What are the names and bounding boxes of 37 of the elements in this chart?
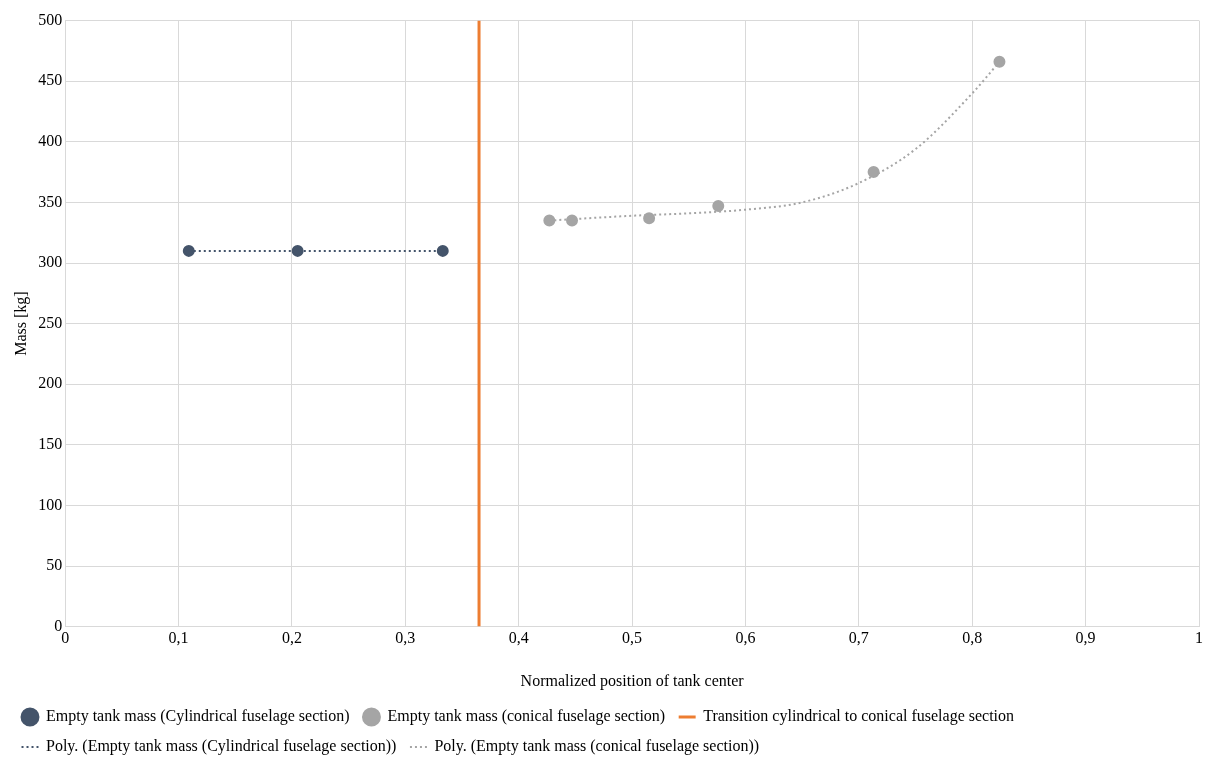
- point: [182, 244, 195, 257]
- y-tick-label: 350: [38, 192, 63, 210]
- x-tick-label: 0,9: [1075, 629, 1096, 647]
- x-tick-label: 1: [1195, 629, 1203, 647]
- y-tick-label: 250: [38, 313, 63, 331]
- legend-label: Poly. (Empty tank mass (Cylindrical fuselage section)): [46, 737, 397, 756]
- point: [543, 214, 556, 227]
- legend-label: Transition cylindrical to conical fuselage section: [703, 707, 1015, 726]
- y-tick-label: 100: [38, 495, 63, 513]
- x-tick-label: 0,1: [168, 629, 189, 647]
- x-tick-label: 0,2: [281, 629, 302, 647]
- x-tick-label: 0,7: [848, 629, 869, 647]
- point: [436, 244, 449, 257]
- y-tick-label: 500: [38, 10, 63, 28]
- x-tick-label: 0,4: [508, 629, 529, 647]
- y-axis-title: Mass [kg]: [11, 291, 30, 356]
- point: [643, 212, 656, 225]
- x-tick-label: 0,3: [395, 629, 416, 647]
- y-tick-label: 400: [38, 132, 63, 149]
- y-tick-label: 450: [38, 71, 63, 89]
- point: [291, 244, 304, 257]
- y-tick-label: 200: [38, 374, 63, 392]
- x-axis-title: Normalized position of tank center: [520, 671, 745, 690]
- y-tick-label: 0: [54, 616, 63, 634]
- point: [993, 55, 1006, 68]
- point: [867, 166, 880, 179]
- point: [712, 200, 725, 213]
- x-tick-label: 0,5: [622, 629, 643, 647]
- x-tick-label: 0,6: [735, 629, 756, 647]
- y-tick-label: 150: [38, 435, 63, 452]
- y-tick-label: 50: [46, 556, 63, 574]
- legend-label: Empty tank mass (Cylindrical fuselage section): [46, 707, 350, 726]
- point: [566, 214, 579, 227]
- legend-label: Poly. (Empty tank mass (conical fuselage section)): [434, 737, 760, 756]
- y-tick-label: 300: [38, 253, 63, 271]
- x-tick-label: 0,8: [962, 629, 983, 647]
- legend-label: Empty tank mass (conical fuselage section): [387, 707, 666, 726]
